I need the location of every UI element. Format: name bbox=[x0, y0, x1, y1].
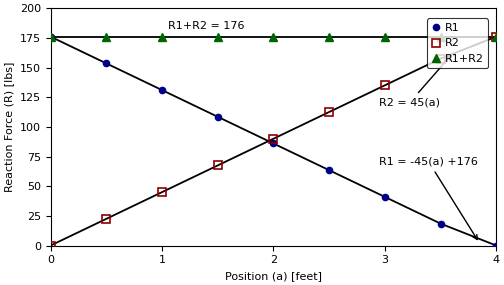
R1+R2 bbox=[326, 35, 332, 38]
R2 bbox=[103, 217, 109, 221]
R2 bbox=[215, 164, 221, 167]
Line: R1: R1 bbox=[47, 34, 499, 249]
R1 bbox=[47, 35, 53, 38]
Y-axis label: Reaction Force (R) [lbs]: Reaction Force (R) [lbs] bbox=[4, 62, 14, 192]
R1 bbox=[159, 88, 165, 92]
R2 bbox=[326, 110, 332, 114]
R1 bbox=[437, 222, 444, 225]
R1+R2 bbox=[437, 35, 444, 38]
R2 bbox=[159, 190, 165, 194]
R1 bbox=[493, 244, 499, 247]
Text: R1+R2 = 176: R1+R2 = 176 bbox=[168, 21, 245, 31]
R1+R2 bbox=[47, 35, 53, 38]
R2 bbox=[271, 137, 277, 141]
R1+R2 bbox=[493, 35, 499, 38]
R2 bbox=[47, 244, 53, 247]
Line: R1+R2: R1+R2 bbox=[46, 32, 500, 41]
R2 bbox=[437, 57, 444, 60]
R1 bbox=[382, 195, 388, 199]
R1+R2 bbox=[159, 35, 165, 38]
R1+R2 bbox=[382, 35, 388, 38]
Legend: R1, R2, R1+R2: R1, R2, R1+R2 bbox=[427, 19, 488, 68]
Line: R2: R2 bbox=[47, 33, 500, 249]
R1+R2 bbox=[271, 35, 277, 38]
X-axis label: Position (a) [feet]: Position (a) [feet] bbox=[225, 271, 322, 281]
R1 bbox=[215, 115, 221, 119]
R1 bbox=[326, 168, 332, 172]
R1 bbox=[103, 62, 109, 65]
Text: R1 = -45(a) +176: R1 = -45(a) +176 bbox=[380, 157, 478, 239]
R1+R2 bbox=[103, 35, 109, 38]
R1 bbox=[271, 142, 277, 145]
R2 bbox=[382, 84, 388, 87]
Text: R2 = 45(a): R2 = 45(a) bbox=[380, 55, 451, 107]
R1+R2 bbox=[215, 35, 221, 38]
R2 bbox=[493, 35, 499, 38]
